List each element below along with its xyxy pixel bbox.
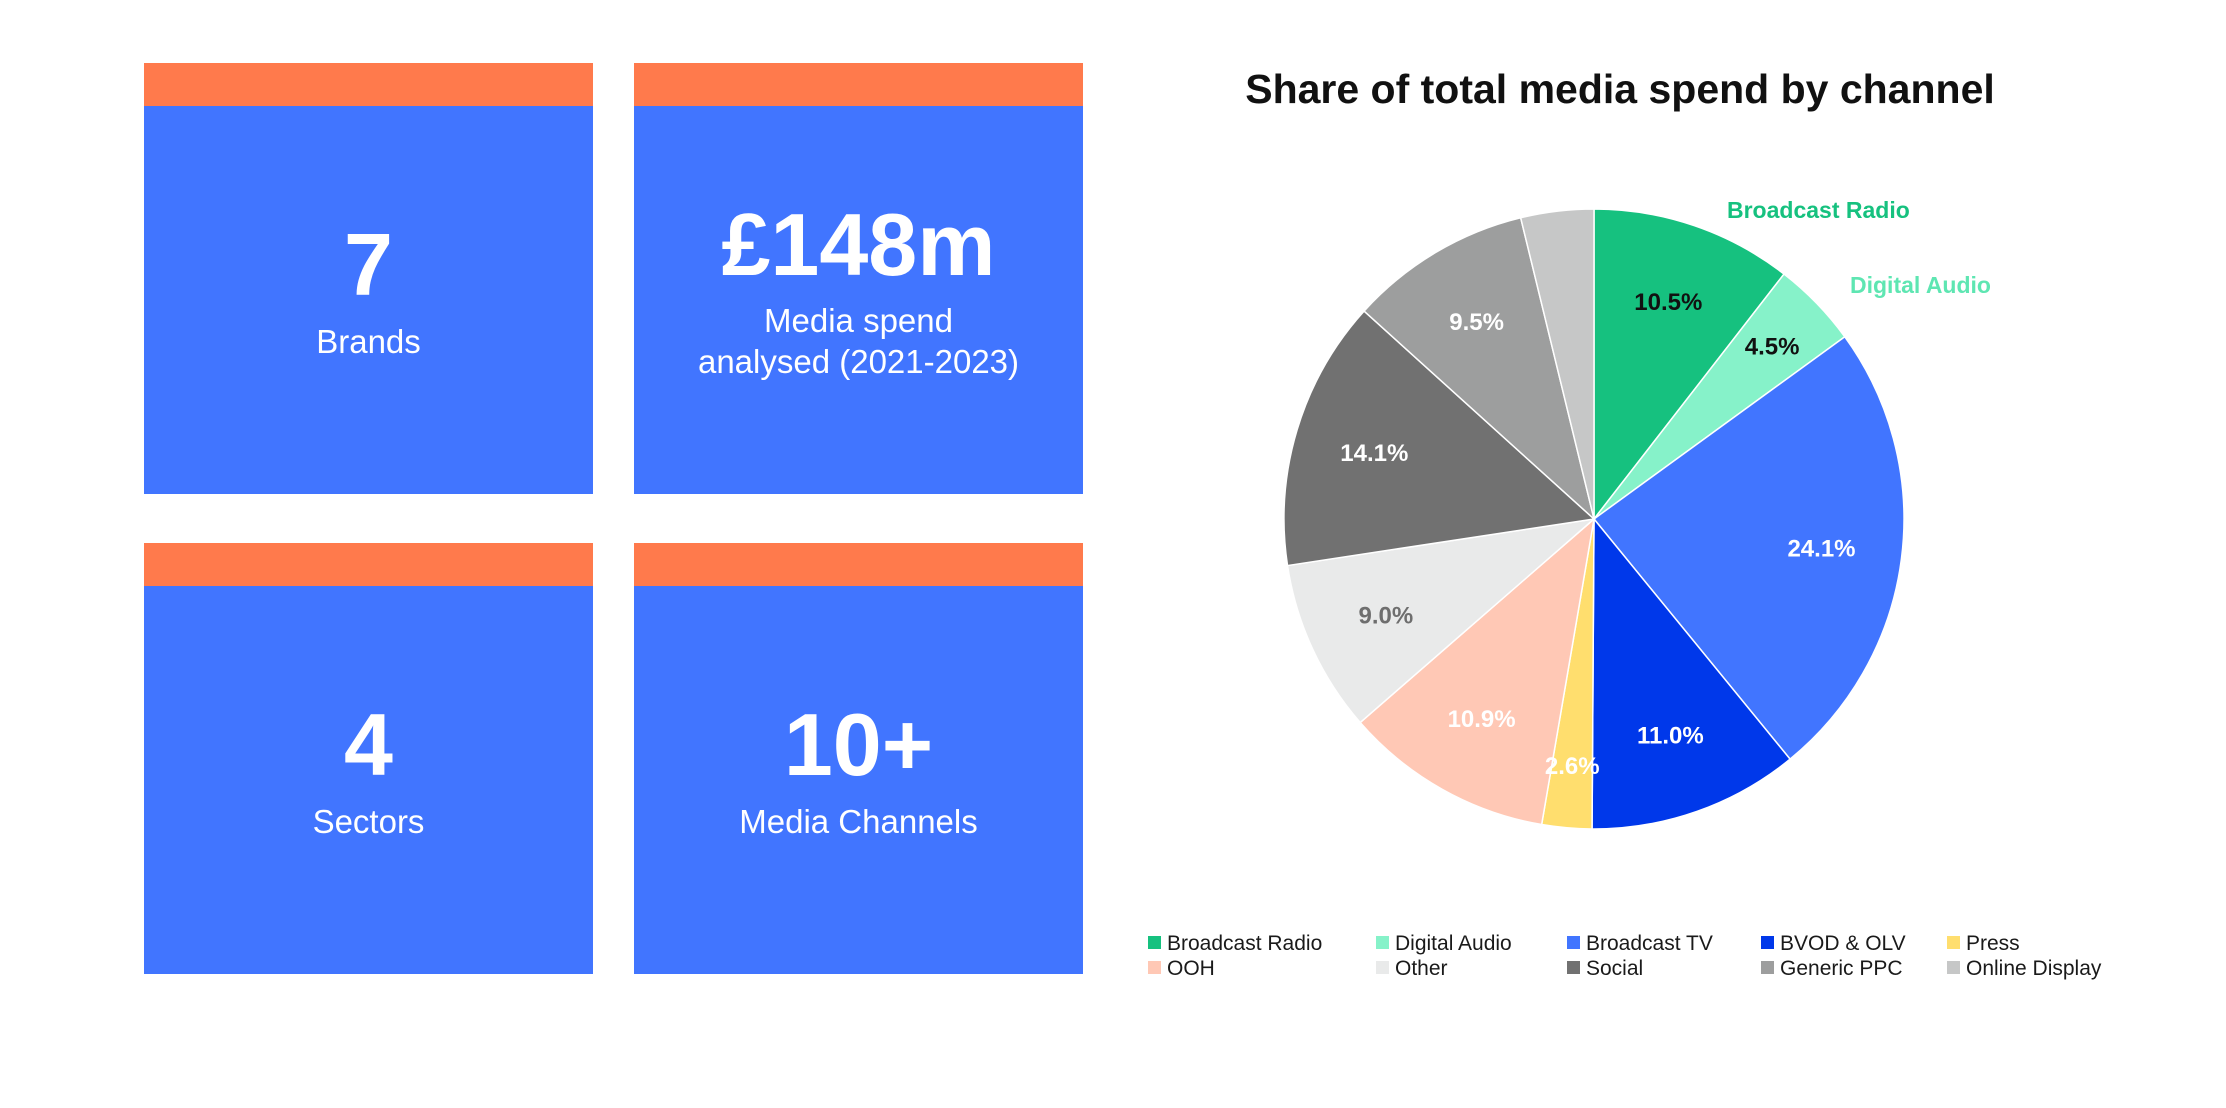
legend-label: OOH bbox=[1167, 957, 1215, 980]
stat-label: Media Channels bbox=[739, 803, 978, 840]
legend-swatch bbox=[1947, 961, 1960, 974]
legend-item-social: Social bbox=[1567, 957, 1643, 980]
pie-callouts: Broadcast Radio Digital Audio bbox=[1727, 197, 1991, 298]
stat-value: £148m bbox=[721, 195, 996, 294]
pie-slice-bvod-and-olv bbox=[1591, 516, 1792, 830]
pie-slice-ooh bbox=[1359, 517, 1596, 826]
stat-value: 7 bbox=[344, 215, 393, 314]
legend-swatch bbox=[1376, 936, 1389, 949]
pie-slice-online-display bbox=[1519, 208, 1595, 520]
card-accent-bar bbox=[634, 63, 1083, 106]
pie-slice-social bbox=[1283, 310, 1596, 567]
slice-label-bvod-and-olv: 11.0% bbox=[1637, 722, 1704, 749]
legend-label: Online Display bbox=[1966, 957, 2102, 980]
legend-item-ooh: OOH bbox=[1148, 957, 1215, 980]
pie-slice-labels: 10.5% 4.5% 24.1% 11.0% 2.6% 10.9% 9.0% 14.1% 9.5… bbox=[1340, 289, 1855, 780]
slice-label-ooh: 10.9% bbox=[1448, 706, 1516, 733]
legend-label: Broadcast Radio bbox=[1167, 932, 1322, 955]
callout-digital-audio: Digital Audio bbox=[1850, 272, 1991, 298]
stat-value: 4 bbox=[344, 695, 393, 794]
legend-item-broadcast-radio: Broadcast Radio bbox=[1148, 932, 1322, 955]
legend-item-bvod-and-olv: BVOD & OLV bbox=[1761, 932, 1906, 955]
slice-label-press: 2.6% bbox=[1545, 753, 1600, 780]
pie-slice-broadcast-tv bbox=[1592, 335, 1905, 761]
legend-item-digital-audio: Digital Audio bbox=[1376, 932, 1512, 955]
stat-card-media-channels: 10+ Media Channels bbox=[634, 543, 1083, 974]
legend-swatch bbox=[1567, 936, 1580, 949]
legend-item-press: Press bbox=[1947, 932, 2020, 955]
stat-card-brands: 7 Brands bbox=[144, 63, 593, 494]
legend-swatch bbox=[1761, 936, 1774, 949]
stat-label: Sectors bbox=[312, 803, 425, 840]
legend-label: Press bbox=[1966, 932, 2020, 955]
chart-title: Share of total media spend by channel bbox=[1245, 66, 1995, 112]
pie-slice-generic-ppc bbox=[1363, 216, 1596, 522]
legend-item-generic-ppc: Generic PPC bbox=[1761, 957, 1903, 980]
stat-card-sectors: 4 Sectors bbox=[144, 543, 593, 974]
legend-swatch bbox=[1148, 961, 1161, 974]
callout-broadcast-radio: Broadcast Radio bbox=[1727, 197, 1910, 223]
legend-item-other: Other bbox=[1376, 957, 1448, 980]
legend-label: Other bbox=[1395, 957, 1448, 980]
stat-value: 10+ bbox=[783, 695, 934, 794]
legend-label: Digital Audio bbox=[1395, 932, 1512, 955]
legend-label: Social bbox=[1586, 957, 1643, 980]
pie-slice-other bbox=[1286, 517, 1597, 724]
slice-label-digital-audio: 4.5% bbox=[1745, 333, 1800, 360]
legend-swatch bbox=[1947, 936, 1960, 949]
legend-item-online-display: Online Display bbox=[1947, 957, 2102, 980]
legend-swatch bbox=[1376, 961, 1389, 974]
slice-label-social: 14.1% bbox=[1340, 440, 1408, 467]
legend-swatch bbox=[1761, 961, 1774, 974]
slice-label-broadcast-tv: 24.1% bbox=[1787, 535, 1855, 562]
legend-swatch bbox=[1567, 961, 1580, 974]
legend-swatch bbox=[1148, 936, 1161, 949]
slice-label-generic-ppc: 9.5% bbox=[1449, 309, 1504, 336]
legend-label: BVOD & OLV bbox=[1780, 932, 1906, 955]
stat-label-line-2: analysed (2021-2023) bbox=[697, 343, 1020, 380]
pie-slice-broadcast-radio bbox=[1593, 208, 1786, 522]
card-accent-bar bbox=[144, 543, 593, 586]
legend-label: Broadcast TV bbox=[1586, 932, 1713, 955]
card-accent-bar bbox=[144, 63, 593, 106]
legend-item-broadcast-tv: Broadcast TV bbox=[1567, 932, 1713, 955]
slice-label-other: 9.0% bbox=[1358, 602, 1413, 629]
stat-label: Brands bbox=[316, 323, 421, 360]
legend-label: Generic PPC bbox=[1780, 957, 1903, 980]
slice-label-broadcast-radio: 10.5% bbox=[1634, 289, 1702, 316]
card-accent-bar bbox=[634, 543, 1083, 586]
stat-card-media-spend: £148m Media spend analysed (2021-2023) bbox=[634, 63, 1083, 494]
chart-legend: Broadcast Radio Digital Audio Broadcast TV… bbox=[1148, 932, 2102, 980]
stat-label-line-1: Media spend bbox=[764, 302, 953, 339]
pie-slices bbox=[1283, 208, 1905, 830]
